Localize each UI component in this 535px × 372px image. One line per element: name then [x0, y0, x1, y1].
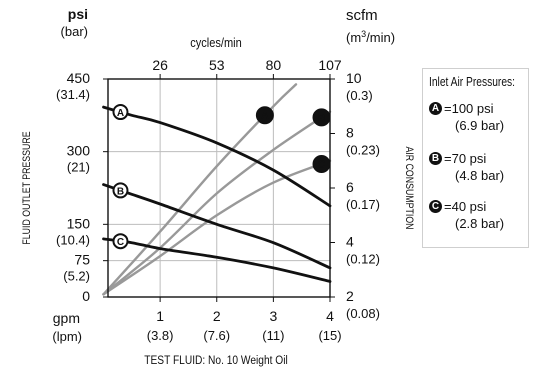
right-tick-label: 10 — [346, 70, 362, 86]
fluid-pressure-curve-b — [102, 183, 332, 270]
right-tick-alt-label: (0.17) — [346, 197, 380, 212]
curve-marker-label: C — [117, 237, 124, 248]
curve-marker-label: B — [117, 186, 124, 197]
legend-badge-c-icon: C — [429, 200, 442, 213]
curve-marker-c: C — [112, 233, 129, 250]
bottom-tick-label: 2 — [213, 308, 221, 324]
curve-marker-label: B — [318, 112, 326, 124]
right-tick-alt-label: (0.12) — [346, 252, 380, 267]
left-tick-alt-label: (10.4) — [56, 232, 90, 247]
curve-marker-label: A — [261, 110, 269, 122]
left-tick-alt-label: (31.4) — [56, 87, 90, 102]
curve-marker-circle — [112, 104, 129, 121]
left-axis-unit-alt: (bar) — [61, 24, 88, 39]
right-axis-title: AIR CONSUMPTION — [403, 146, 415, 229]
legend-badge-a-icon: A — [429, 102, 442, 115]
curve-marker-label: A — [117, 108, 124, 119]
air-consumption-curve-c — [102, 159, 332, 296]
legend-item-a-psi: =100 psi — [444, 101, 494, 116]
legend-item-c-psi: =40 psi — [444, 199, 487, 214]
legend-item-b-bar: (4.8 bar) — [455, 168, 505, 183]
bottom-tick-label: 3 — [269, 308, 277, 324]
bottom-axis-title: TEST FLUID: No. 10 Weight Oil — [144, 354, 287, 367]
legend-badge-b-icon: B — [429, 152, 442, 165]
air-consumption-curve-a — [102, 83, 298, 296]
right-axis-unit-alt: (m3/min) — [346, 29, 395, 45]
left-tick-label: 300 — [67, 143, 91, 159]
left-tick-label: 150 — [67, 215, 91, 231]
legend-item-b-psi: =70 psi — [444, 151, 487, 166]
left-tick-label: 450 — [67, 70, 91, 86]
left-tick-alt-label: (5.2) — [63, 269, 90, 284]
legend-item-b: B =70 psi (4.8 bar) — [429, 151, 527, 187]
right-tick-label: 2 — [346, 288, 354, 304]
bottom-axis-unit-alt: (lpm) — [52, 329, 82, 344]
curve-markers: A B C A B C — [112, 104, 331, 250]
legend-item-c-bar: (2.8 bar) — [455, 216, 505, 231]
legend-item-a-bar: (6.9 bar) — [455, 118, 505, 133]
top-tick-label: 107 — [318, 57, 342, 73]
bottom-tick-alt-label: (7.6) — [203, 328, 230, 343]
bottom-tick-alt-label: (3.8) — [147, 328, 174, 343]
left-tick-label: 0 — [82, 288, 90, 304]
top-tick-label: 80 — [266, 57, 282, 73]
legend-title: Inlet Air Pressures: — [429, 75, 516, 89]
curve-marker-label: C — [318, 159, 326, 171]
right-tick-label: 6 — [346, 179, 354, 195]
bottom-tick-label: 1 — [156, 308, 164, 324]
top-tick-label: 53 — [209, 57, 225, 73]
axes: 450(31.4)300(21)150(10.4)75(5.2)026 53 80 1… — [56, 57, 380, 343]
right-tick-alt-label: (0.23) — [346, 143, 380, 158]
top-axis-title: cycles/min — [190, 35, 242, 50]
legend: Inlet Air Pressures: A =100 psi (6.9 bar… — [422, 68, 529, 248]
right-tick-alt-label: (0.08) — [346, 306, 380, 321]
legend-item-a: A =100 psi (6.9 bar) — [429, 101, 527, 137]
left-axis-title: FLUID OUTLET PRESSURE — [21, 131, 33, 245]
curve-marker-circle — [112, 233, 129, 250]
right-tick-label: 4 — [346, 234, 354, 250]
fluid-pressure-curve-a — [102, 105, 332, 208]
curve-marker-c: C — [312, 155, 331, 174]
right-tick-label: 8 — [346, 125, 354, 141]
air-consumption-curve-b — [102, 110, 332, 296]
curves — [102, 83, 332, 296]
curve-marker-circle — [255, 106, 274, 125]
legend-item-c: C =40 psi (2.8 bar) — [429, 199, 527, 235]
curve-marker-b: B — [312, 108, 331, 127]
curve-marker-b: B — [112, 182, 129, 199]
bottom-axis-unit: gpm — [53, 310, 80, 326]
left-tick-label: 75 — [74, 252, 90, 268]
curve-marker-circle — [112, 182, 129, 199]
left-tick-alt-label: (21) — [67, 160, 90, 175]
right-axis-unit: scfm — [346, 7, 378, 24]
left-axis-unit: psi — [68, 6, 88, 22]
top-tick-label: 26 — [152, 57, 168, 73]
bottom-tick-alt-label: (15) — [318, 328, 341, 343]
curve-marker-a: A — [255, 106, 274, 125]
bottom-tick-alt-label: (11) — [262, 328, 284, 343]
bottom-tick-label: 4 — [326, 308, 334, 324]
fluid-pressure-curve-c — [102, 237, 332, 283]
right-tick-alt-label: (0.3) — [346, 88, 373, 103]
curve-marker-a: A — [112, 104, 129, 121]
